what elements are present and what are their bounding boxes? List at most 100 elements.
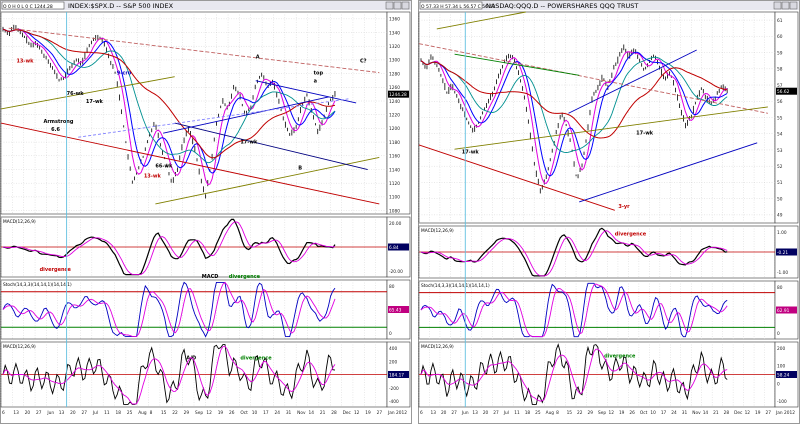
date-tick-label: 10 — [650, 410, 656, 416]
date-tick-label: Oct — [240, 410, 248, 416]
date-tick-label: 14 — [309, 410, 315, 416]
date-tick-label: 14 — [703, 410, 709, 416]
signal-line — [2, 345, 336, 405]
chart-annotation: a — [314, 79, 317, 85]
price-tick-label: 51 — [777, 180, 783, 186]
indicator-tick-label: -1.00 — [777, 270, 788, 276]
title-bar — [419, 1, 799, 10]
ma-fast — [2, 28, 336, 186]
date-tick-label: Aug — [546, 410, 555, 416]
price-tick-label: 1200 — [389, 126, 400, 132]
date-tick-label: 15 — [567, 410, 573, 416]
date-tick-label: 11 — [514, 410, 520, 416]
chart-title: INDEX:$SPX.D -- S&P 500 INDEX — [68, 2, 174, 10]
date-tick-label: 18 — [116, 410, 122, 416]
indicator-tick-label: 100 — [777, 364, 785, 370]
close-button[interactable] — [401, 1, 410, 10]
date-tick-label: 22 — [577, 410, 583, 416]
date-tick-label: 11 — [104, 410, 110, 416]
date-tick-label: 29 — [588, 410, 594, 416]
minimize-button[interactable] — [773, 1, 782, 10]
chart-1: O 0 H 0 L 0 C 1244.28 INDEX:$SPX.D -- S&P… — [0, 0, 412, 424]
date-tick-label: 12 — [206, 410, 212, 416]
indicator-tick-label: 0 — [777, 381, 780, 387]
trend-line — [436, 11, 526, 30]
indicator-tick-label: 0 — [777, 331, 780, 337]
indicator-tag-label: 6.84 — [389, 245, 399, 251]
date-tick-label: Jul — [503, 410, 509, 416]
signal-line — [420, 283, 728, 338]
chart-annotation: 13-wk — [144, 174, 162, 180]
date-tick-label: 26 — [629, 410, 635, 416]
date-tick-label: 6 — [420, 410, 423, 416]
date-tick-label: 13 — [430, 410, 436, 416]
price-bars — [420, 44, 728, 194]
chart-annotation: divergence — [229, 274, 261, 280]
chart-annotation: 9-cro — [117, 71, 132, 77]
indicator-tick-label: 400 — [389, 346, 397, 352]
ma-long — [2, 28, 336, 159]
chart-annotation: MACD — [202, 274, 219, 280]
title-bar — [1, 1, 411, 10]
chart-annotation: 17-wk — [86, 99, 104, 105]
date-tick-label: 22 — [172, 410, 178, 416]
close-button[interactable] — [789, 1, 798, 10]
trend-line — [78, 98, 349, 138]
price-tick-label: 1120 — [389, 181, 400, 187]
date-tick-label: 19 — [218, 410, 224, 416]
date-tick-label: 13 — [472, 410, 478, 416]
date-tick-label: 25 — [535, 410, 541, 416]
date-tick-label: Jan 2012 — [775, 410, 795, 416]
oscillator-line — [2, 281, 336, 338]
chart-annotation: divergence — [604, 354, 636, 360]
date-tick-label: 26 — [229, 410, 235, 416]
price-tick-label: 61 — [777, 18, 783, 24]
ohlc-box — [1, 1, 65, 10]
date-tick-label: 6 — [2, 410, 5, 416]
date-tick-label: 20 — [25, 410, 31, 416]
indicator-tag — [388, 306, 409, 313]
date-tick-label: Jun — [461, 410, 469, 416]
date-tick-label: Nov — [297, 410, 306, 416]
indicator-tag-label: 62.91 — [777, 308, 790, 314]
minimize-button[interactable] — [385, 1, 394, 10]
last-price-label: 56.62 — [777, 89, 790, 95]
price-tick-label: 60 — [777, 34, 783, 40]
indicator-tick-label: 20.00 — [389, 221, 402, 227]
indicator-tick-label: -200 — [389, 386, 399, 392]
price-tick-label: 1100 — [389, 195, 400, 201]
price-tick-label: 59 — [777, 50, 783, 56]
trend-line — [8, 27, 380, 74]
date-tick-label: 27 — [451, 410, 457, 416]
trend-line — [418, 43, 768, 114]
last-price-tag — [776, 87, 797, 95]
price-tick-label: 53 — [777, 148, 783, 154]
chart-annotation: divergence — [40, 267, 72, 273]
date-tick-label: 31 — [286, 410, 292, 416]
date-tick-label: 29 — [184, 410, 190, 416]
date-tick-label: Sep — [598, 410, 606, 416]
date-tick-label: 20 — [441, 410, 447, 416]
last-price-tag — [388, 90, 409, 98]
chart-annotation: divergence — [240, 356, 272, 362]
chart-annotation: Armstrong — [43, 119, 73, 125]
indicator-tag — [776, 371, 797, 378]
date-tick-label: 13 — [13, 410, 19, 416]
chart-annotation: A — [256, 54, 260, 60]
date-tick-label: Dec — [734, 410, 743, 416]
date-tick-label: Oct — [640, 410, 648, 416]
date-tick-label: 21 — [320, 410, 326, 416]
indicator-tag-label: 65.43 — [389, 307, 402, 313]
date-tick-label: 20 — [483, 410, 489, 416]
chart-annotation: top — [314, 71, 324, 77]
value-axis — [386, 11, 411, 215]
maximize-button[interactable] — [393, 1, 402, 10]
chart-annotation: divergence — [615, 231, 647, 237]
price-tick-label: 55 — [777, 115, 783, 121]
date-tick-label: 12 — [608, 410, 614, 416]
indicator-title: MACD(12,26,9) — [421, 228, 454, 234]
ma-mid — [420, 51, 728, 177]
chart-annotation: 6.6 — [51, 127, 60, 133]
date-tick-label: Aug — [138, 410, 147, 416]
maximize-button[interactable] — [781, 1, 790, 10]
